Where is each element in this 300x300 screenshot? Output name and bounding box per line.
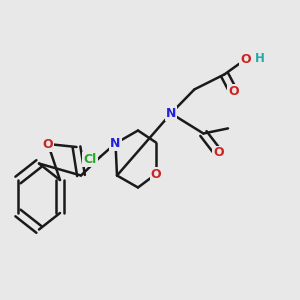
Text: Cl: Cl	[83, 153, 97, 166]
Text: N: N	[166, 107, 176, 120]
Text: O: O	[43, 137, 53, 151]
Text: O: O	[213, 146, 224, 160]
Text: O: O	[228, 85, 239, 98]
Text: H: H	[254, 52, 264, 65]
Text: O: O	[240, 53, 251, 66]
Text: O: O	[151, 167, 161, 181]
Text: N: N	[110, 137, 121, 150]
